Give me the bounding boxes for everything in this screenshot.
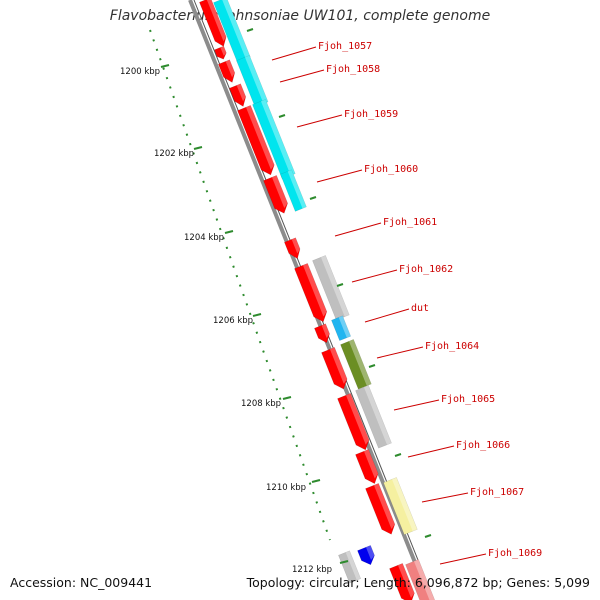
cds-arrow-11	[337, 393, 370, 451]
gene-label-leader	[296, 114, 343, 128]
kbp-tick-label: 1212 kbp	[292, 565, 332, 575]
gene-label-leader	[271, 46, 317, 61]
kbp-tick-label: 1202 kbp	[154, 149, 194, 159]
gene-label: Fjoh_1059	[344, 109, 398, 120]
kbp-tick-mark	[193, 146, 203, 150]
gene-label-leader	[364, 308, 410, 323]
cds-arrow-2	[214, 45, 227, 60]
gene-label: Fjoh_1066	[456, 440, 510, 451]
gene-label-leader	[407, 445, 455, 458]
gene-label: dut	[411, 303, 429, 314]
cds-arrow-13	[365, 483, 396, 535]
kbp-tick-label: 1206 kbp	[213, 316, 253, 326]
inner-ruler	[149, 29, 331, 541]
outer-feature-yellow	[383, 477, 418, 535]
outer-tick-mark	[246, 28, 254, 32]
kbp-tick-mark	[311, 479, 321, 483]
genome-summary-text: Topology: circular; Length: 6,096,872 bp…	[246, 575, 590, 590]
outer-feature-blue-dut	[331, 315, 352, 341]
outer-tick-mark	[394, 453, 402, 457]
accession-text: Accession: NC_009441	[10, 575, 153, 590]
kbp-ticks: 1200 kbp 1202 kbp 1204 kbp 1206 kbp 1208 kbp…	[120, 28, 432, 575]
outer-feature-cyan-4	[280, 169, 307, 212]
gene-label-leader	[421, 492, 469, 503]
outer-tick-mark	[336, 283, 344, 287]
cds-arrow-1	[199, 0, 227, 47]
gene-label-leader	[279, 69, 325, 83]
outer-feature-blue-arrow	[357, 545, 375, 566]
outer-tick-mark	[309, 196, 317, 200]
gene-label: Fjoh_1058	[326, 64, 380, 75]
cds-arrow-4	[229, 83, 247, 107]
gene-label: Fjoh_1062	[399, 264, 453, 275]
cds-arrow-9	[314, 323, 330, 344]
gene-labels: Fjoh_1057 Fjoh_1058 Fjoh_1059 Fjoh_1060 Fjoh…	[271, 41, 542, 565]
outer-tick-mark	[368, 364, 376, 368]
outer-feature-pink	[405, 559, 436, 600]
gene-label-leader	[334, 222, 382, 237]
kbp-tick-label: 1208 kbp	[241, 399, 281, 409]
cds-arrow-5	[237, 105, 275, 176]
kbp-tick-label: 1204 kbp	[184, 233, 224, 243]
kbp-tick-label: 1200 kbp	[120, 67, 160, 77]
kbp-tick-mark	[282, 396, 292, 400]
outer-tick-mark	[278, 114, 286, 118]
cds-arrow-8	[294, 263, 328, 323]
cds-track	[199, 0, 415, 600]
cds-arrow-6	[263, 175, 288, 214]
gene-label-leader	[376, 346, 424, 359]
outer-tick-mark	[424, 534, 432, 538]
gene-label: Fjoh_1064	[425, 341, 479, 352]
cds-arrow-14	[389, 563, 415, 600]
cds-arrow-12	[355, 449, 379, 484]
outer-feature-olive	[340, 339, 372, 390]
gene-label: Fjoh_1060	[364, 164, 418, 175]
kbp-tick-mark	[224, 230, 234, 234]
outer-feature-track	[213, 0, 436, 600]
cds-arrow-7	[284, 237, 301, 259]
gene-label-leader	[316, 169, 363, 183]
kbp-tick-mark	[339, 560, 349, 564]
kbp-tick-mark	[252, 313, 262, 317]
gene-label: Fjoh_1067	[470, 487, 524, 498]
gene-label: Fjoh_1057	[318, 41, 372, 52]
kbp-tick-label: 1210 kbp	[266, 483, 306, 493]
gene-label: Fjoh_1069	[488, 548, 542, 559]
kbp-tick-mark	[160, 64, 170, 68]
outer-feature-grey-2	[355, 385, 392, 449]
gene-label: Fjoh_1061	[383, 217, 437, 228]
gene-label-leader	[393, 399, 440, 411]
gene-label: Fjoh_1065	[441, 394, 495, 405]
gene-label-leader	[439, 553, 487, 565]
outer-feature-grey-3	[338, 550, 362, 584]
gene-label-leader	[351, 269, 398, 283]
cds-arrow-10	[321, 347, 348, 390]
cds-arrow-3	[218, 59, 236, 83]
